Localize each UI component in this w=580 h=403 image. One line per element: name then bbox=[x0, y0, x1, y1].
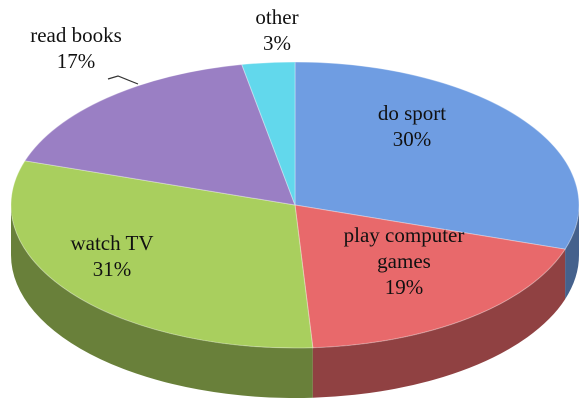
category-label: do sport bbox=[377, 101, 447, 125]
pie-slice bbox=[24, 63, 296, 206]
pie-slice bbox=[294, 204, 566, 349]
pie-side bbox=[11, 205, 313, 398]
category-label: play computer games bbox=[343, 223, 465, 273]
slice-label: do sport 30% bbox=[352, 100, 472, 152]
pie-side bbox=[312, 249, 566, 398]
slice-label: play computer games 19% bbox=[324, 222, 484, 300]
value-label: 3% bbox=[263, 31, 291, 55]
leader-line bbox=[107, 75, 139, 85]
value-label: 17% bbox=[56, 49, 96, 73]
slice-label: watch TV 31% bbox=[42, 230, 182, 282]
value-label: 19% bbox=[384, 275, 424, 299]
pie-slice bbox=[294, 61, 580, 250]
category-label: read books bbox=[30, 23, 122, 47]
value-label: 30% bbox=[392, 127, 432, 151]
pie-slice bbox=[10, 160, 314, 349]
category-label: other bbox=[255, 5, 299, 29]
value-label: 31% bbox=[92, 257, 132, 281]
slice-label: other 3% bbox=[247, 4, 307, 56]
pie-side bbox=[565, 205, 579, 300]
slice-label: read books 17% bbox=[6, 22, 146, 74]
category-label: watch TV bbox=[70, 231, 154, 255]
pie-slice bbox=[241, 61, 296, 206]
